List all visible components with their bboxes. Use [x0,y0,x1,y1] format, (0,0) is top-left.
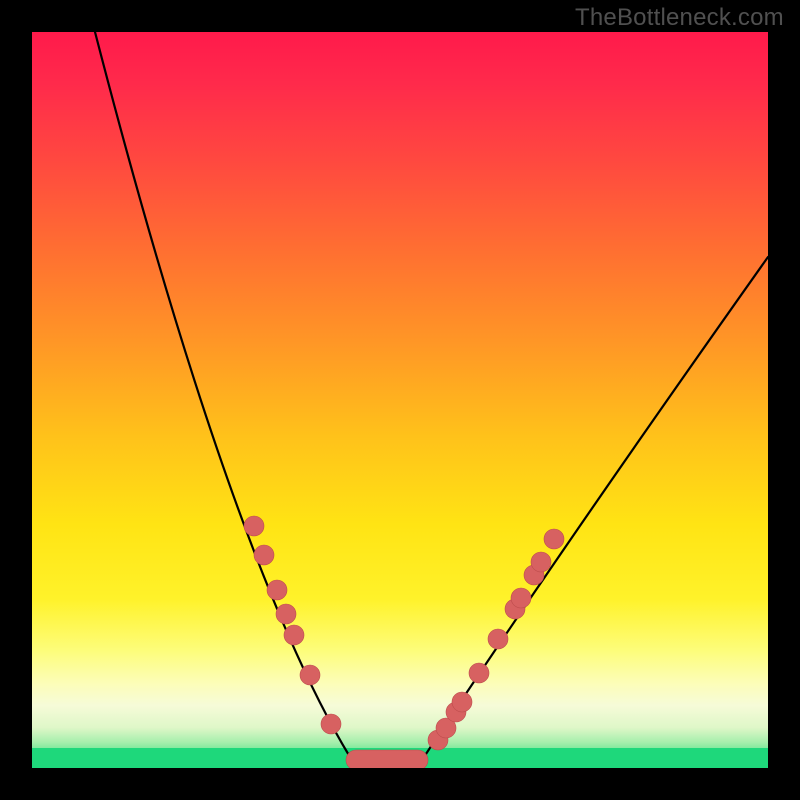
marker-dot-left [267,580,287,600]
marker-dot-right [469,663,489,683]
watermark-text: TheBottleneck.com [575,4,784,32]
marker-dot-left [321,714,341,734]
marker-dot-right [531,552,551,572]
marker-dot-left [254,545,274,565]
marker-dot-left [244,516,264,536]
plot-area [32,32,768,768]
marker-dot-left [276,604,296,624]
optimal-range-pill [346,750,428,768]
marker-dot-left [300,665,320,685]
marker-dot-right [488,629,508,649]
marker-dot-left [284,625,304,645]
chart-canvas: TheBottleneck.com [0,0,800,800]
marker-dot-right [452,692,472,712]
gradient-background [32,32,768,768]
marker-dot-right [544,529,564,549]
marker-dot-right [511,588,531,608]
